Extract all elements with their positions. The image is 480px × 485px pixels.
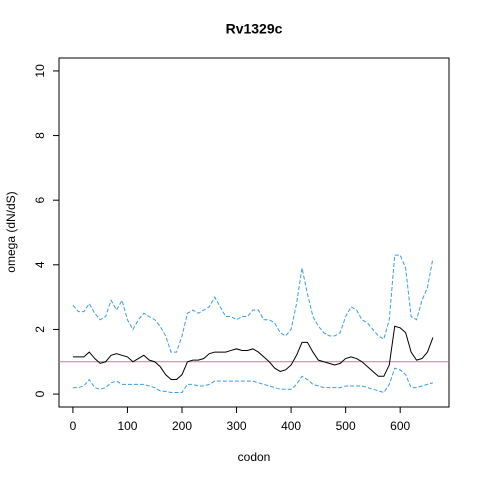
x-tick-label: 400 bbox=[281, 419, 301, 433]
x-tick-label: 100 bbox=[117, 419, 137, 433]
series-line bbox=[72, 325, 434, 381]
y-tick-label: 2 bbox=[33, 326, 47, 333]
chart-title: Rv1329c bbox=[226, 21, 283, 37]
y-tick-label: 6 bbox=[33, 197, 47, 204]
series-line bbox=[72, 367, 434, 394]
x-tick-label: 0 bbox=[70, 419, 77, 433]
x-tick-label: 600 bbox=[390, 419, 410, 433]
y-tick-label: 4 bbox=[33, 261, 47, 268]
y-axis-label: omega (dN/dS) bbox=[4, 191, 18, 272]
x-tick-label: 200 bbox=[172, 419, 192, 433]
y-tick-label: 10 bbox=[33, 64, 47, 78]
y-tick-label: 8 bbox=[33, 132, 47, 139]
y-tick-label: 0 bbox=[33, 390, 47, 397]
series-line bbox=[72, 254, 434, 353]
x-tick-label: 500 bbox=[336, 419, 356, 433]
x-axis-label: codon bbox=[238, 450, 271, 464]
x-tick-label: 300 bbox=[227, 419, 247, 433]
